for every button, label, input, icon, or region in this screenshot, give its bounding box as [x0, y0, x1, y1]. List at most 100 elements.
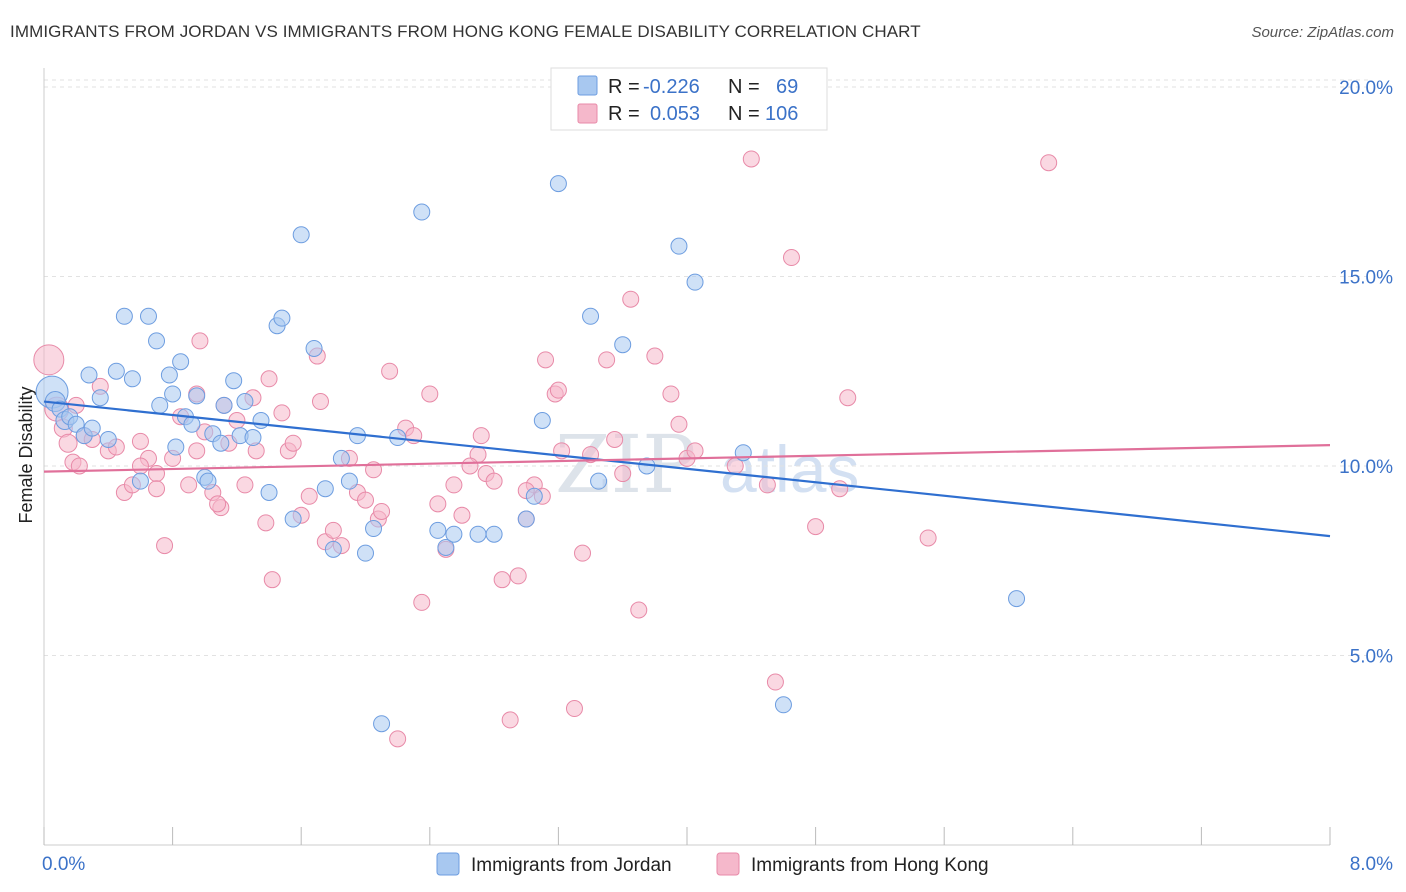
- data-point: [614, 336, 632, 354]
- data-point: [332, 449, 350, 467]
- legend-box: R = -0.226 N = 69 R = 0.053 N = 106: [550, 67, 828, 131]
- data-point: [131, 432, 149, 450]
- data-point: [273, 404, 291, 422]
- legend-r-label-hong-kong: R =: [608, 103, 640, 125]
- x-ticks: [43, 827, 1331, 845]
- data-point: [381, 362, 399, 380]
- data-point: [305, 339, 323, 357]
- data-point: [646, 347, 664, 365]
- data-point: [413, 203, 431, 221]
- x-tick-label: 0.0%: [42, 854, 85, 875]
- data-point: [574, 544, 592, 562]
- data-point: [839, 389, 857, 407]
- data-point: [212, 434, 230, 452]
- data-point: [188, 387, 206, 405]
- data-point: [324, 540, 342, 558]
- data-point: [670, 237, 688, 255]
- data-point: [148, 480, 166, 498]
- data-point: [582, 307, 600, 325]
- data-point: [590, 472, 608, 490]
- data-point: [373, 715, 391, 733]
- data-point: [292, 226, 310, 244]
- trend-lines: [43, 400, 1331, 538]
- data-point: [188, 442, 206, 460]
- data-point: [509, 567, 527, 585]
- data-point: [445, 476, 463, 494]
- data-point: [311, 393, 329, 411]
- data-point: [622, 290, 640, 308]
- data-point: [549, 175, 567, 193]
- data-point: [537, 351, 555, 369]
- data-point: [148, 332, 166, 350]
- data-point: [172, 353, 190, 371]
- bottom-legend-swatch-hong-kong: [716, 852, 740, 876]
- bottom-legend-label-hong-kong: Immigrants from Hong Kong: [751, 855, 989, 876]
- data-point: [91, 389, 109, 407]
- chart-title: IMMIGRANTS FROM JORDAN VS IMMIGRANTS FRO…: [10, 22, 921, 41]
- legend-r-label-jordan: R =: [608, 76, 640, 98]
- x-tick-label: 8.0%: [1350, 854, 1393, 875]
- data-point: [284, 510, 302, 528]
- data-point: [33, 344, 65, 376]
- data-point: [257, 514, 275, 532]
- data-point: [501, 711, 519, 729]
- data-point: [148, 465, 166, 483]
- data-point: [115, 307, 133, 325]
- data-point: [260, 370, 278, 388]
- data-point: [164, 385, 182, 403]
- data-point: [742, 150, 760, 168]
- data-point: [421, 385, 439, 403]
- data-point: [225, 372, 243, 390]
- data-point: [774, 696, 792, 714]
- data-point: [236, 393, 254, 411]
- data-point: [365, 520, 383, 538]
- data-point: [533, 411, 551, 429]
- data-point: [493, 571, 511, 589]
- data-point: [807, 518, 825, 536]
- trend-line-blue: [43, 400, 1331, 538]
- legend-n-value-jordan: 69: [776, 76, 798, 98]
- data-point: [284, 434, 302, 452]
- data-point: [437, 538, 455, 556]
- data-point: [758, 476, 776, 494]
- data-point: [99, 430, 117, 448]
- data-point: [1040, 154, 1058, 172]
- data-point: [453, 506, 471, 524]
- data-point: [151, 396, 169, 414]
- data-point: [782, 249, 800, 267]
- trend-line-pink: [43, 444, 1331, 473]
- legend-n-label-jordan: N =: [728, 76, 760, 98]
- data-point: [236, 476, 254, 494]
- y-tick-label: 10.0%: [1339, 457, 1393, 478]
- x-tick-labels: 0.0% 8.0%: [42, 854, 1393, 875]
- data-point: [83, 419, 101, 437]
- data-point: [123, 370, 141, 388]
- data-point: [215, 396, 233, 414]
- y-tick-label: 15.0%: [1339, 267, 1393, 288]
- legend-n-label-hong-kong: N =: [728, 103, 760, 125]
- data-point: [565, 700, 583, 718]
- data-point: [167, 438, 185, 456]
- data-point: [324, 521, 342, 539]
- watermark-zip: ZIP: [555, 418, 696, 511]
- data-point: [58, 433, 78, 453]
- data-point: [260, 484, 278, 502]
- data-point: [413, 593, 431, 611]
- data-point: [630, 601, 648, 619]
- data-point: [244, 429, 262, 447]
- legend-swatch-hong-kong: [577, 103, 598, 124]
- data-point: [549, 381, 567, 399]
- legend-r-value-hong-kong: 0.053: [650, 103, 700, 125]
- data-point: [517, 510, 535, 528]
- data-point: [131, 472, 149, 490]
- data-point: [156, 537, 174, 555]
- data-point: [686, 442, 704, 460]
- series-jordan-points: [35, 175, 1026, 733]
- source-label: Source: ZipAtlas.com: [1251, 24, 1394, 41]
- legend-r-value-jordan: -0.226: [643, 76, 700, 98]
- data-point: [469, 525, 487, 543]
- data-point: [1008, 590, 1026, 608]
- data-point: [357, 491, 374, 509]
- y-tick-label: 5.0%: [1350, 646, 1393, 667]
